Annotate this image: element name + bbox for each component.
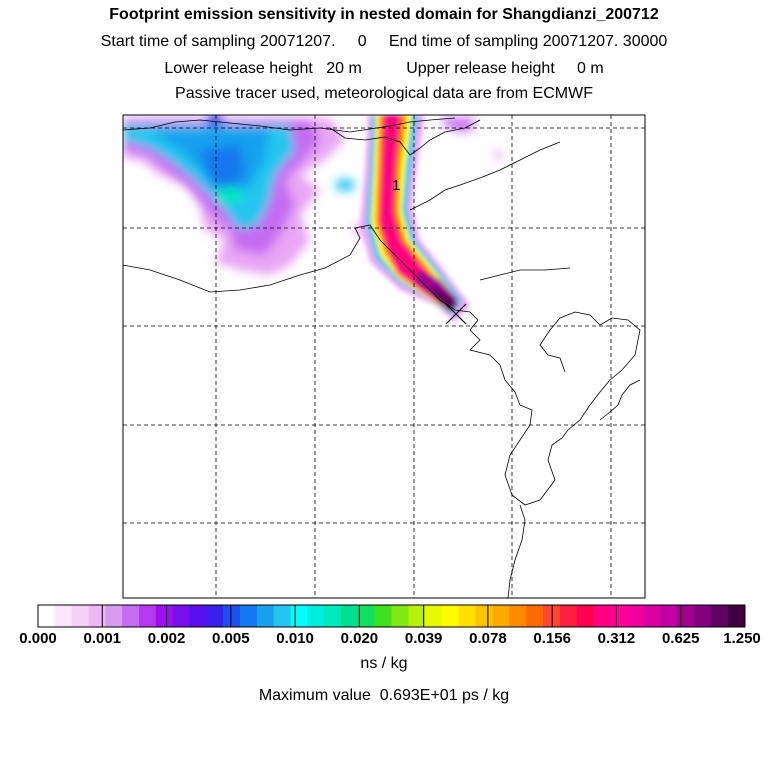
- colorbar-tick-label: 1.250: [723, 630, 761, 647]
- colorbar-unit: ns / kg: [360, 655, 408, 672]
- footprint-plume: [123, 115, 641, 598]
- colorbar-swatch: [694, 605, 712, 627]
- colorbar-swatch: [189, 605, 207, 627]
- colorbar-swatch: [458, 605, 477, 627]
- sampling-time-line: Start time of sampling 20071207. 0 End t…: [100, 33, 668, 50]
- map-title: Footprint emission sensitivity in nested…: [109, 6, 659, 23]
- colorbar-swatch: [290, 605, 308, 627]
- colorbar-swatch: [374, 605, 392, 627]
- colorbar-tick-label: 0.312: [597, 630, 636, 647]
- colorbar-tick-label: 0.010: [276, 630, 314, 647]
- colorbar-swatch: [442, 605, 460, 627]
- colorbar-swatch: [610, 605, 628, 627]
- colorbar-swatch: [509, 605, 527, 627]
- colorbar-swatch: [526, 605, 544, 627]
- colorbar-tick-label: 0.005: [212, 630, 250, 647]
- colorbar-swatch: [728, 605, 746, 627]
- colorbar-tick-label: 0.001: [83, 630, 122, 647]
- colorbar: [37, 604, 746, 628]
- colorbar-tick-label: 0.078: [469, 630, 507, 647]
- colorbar-swatch: [425, 605, 443, 627]
- colorbar-swatch: [307, 605, 325, 627]
- colorbar-swatch: [644, 605, 662, 627]
- maximum-value-label: Maximum value 0.693E+01 ps / kg: [258, 687, 510, 704]
- colorbar-swatch: [357, 605, 376, 627]
- colorbar-swatch: [71, 605, 89, 627]
- colorbar-swatch: [677, 605, 695, 627]
- colorbar-tick-label: 0.002: [147, 630, 186, 647]
- colorbar-swatch: [206, 605, 224, 627]
- colorbar-swatch: [341, 605, 359, 627]
- colorbar-tick-label: 0.000: [19, 630, 57, 647]
- colorbar-swatch: [88, 605, 106, 627]
- coastline: [123, 117, 641, 598]
- lat-lon-grid: [123, 115, 645, 598]
- colorbar-swatch: [256, 605, 275, 627]
- tracer-info-line: Passive tracer used, meteorological data…: [175, 85, 593, 102]
- colorbar-tick-label: 0.039: [404, 630, 443, 647]
- colorbar-frame: [37, 604, 746, 628]
- colorbar-swatch: [593, 605, 611, 627]
- colorbar-swatch: [559, 605, 578, 627]
- colorbar-swatch: [155, 605, 174, 627]
- colorbar-swatch: [122, 605, 140, 627]
- map-frame: [122, 114, 646, 599]
- colorbar-swatch: [475, 605, 493, 627]
- colorbar-swatch: [273, 605, 291, 627]
- colorbar-swatch: [54, 605, 73, 627]
- colorbar-swatch: [711, 605, 729, 627]
- contour-label-1: 1: [392, 177, 400, 194]
- colorbar-swatch: [172, 605, 190, 627]
- colorbar-swatch: [627, 605, 645, 627]
- colorbar-swatch: [660, 605, 679, 627]
- colorbar-tick-label: 0.625: [661, 630, 700, 647]
- colorbar-swatch: [240, 605, 258, 627]
- colorbar-swatch: [38, 605, 56, 627]
- colorbar-swatch: [492, 605, 510, 627]
- colorbar-swatch: [105, 605, 123, 627]
- release-height-line: Lower release height 20 m Upper release …: [164, 60, 604, 77]
- station-x-marker-icon: [445, 303, 467, 325]
- colorbar-swatch: [408, 605, 426, 627]
- colorbar-swatch: [223, 605, 241, 627]
- colorbar-tick-label: 0.020: [340, 630, 379, 647]
- colorbar-swatch: [576, 605, 594, 627]
- colorbar-swatch: [324, 605, 342, 627]
- colorbar-swatch: [543, 605, 561, 627]
- colorbar-swatch: [391, 605, 409, 627]
- colorbar-swatch: [139, 605, 157, 627]
- colorbar-tick-label: 0.156: [533, 630, 571, 647]
